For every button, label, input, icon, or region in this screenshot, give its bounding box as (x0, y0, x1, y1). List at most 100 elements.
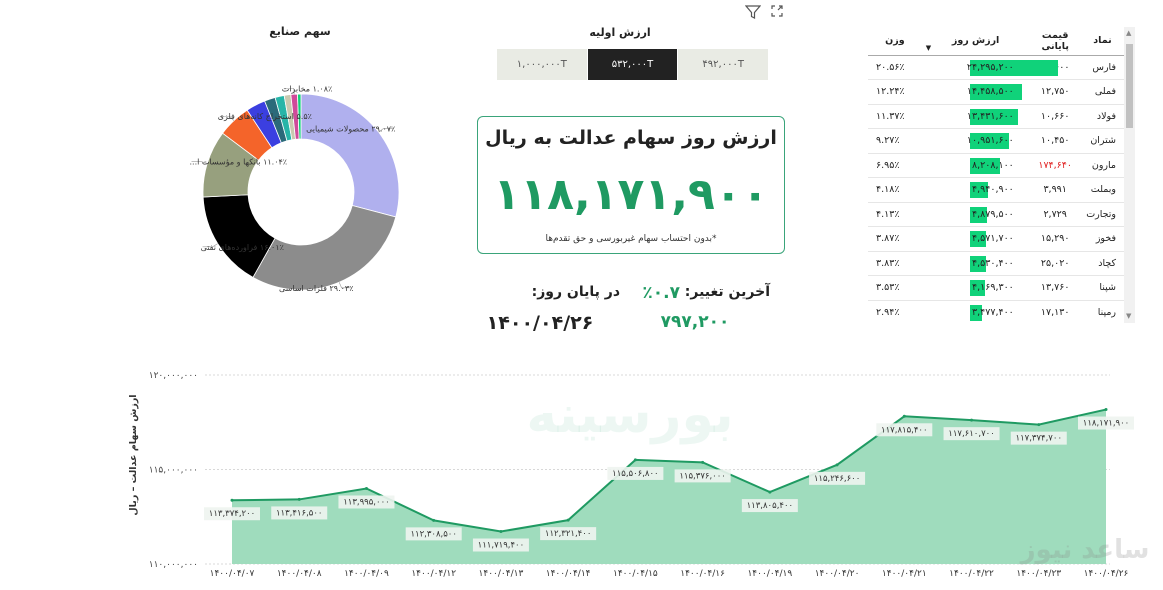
data-label-bg (674, 469, 731, 483)
col-symbol-header[interactable]: نماد (1080, 27, 1124, 56)
col-weight-header[interactable]: وزن (868, 27, 922, 56)
cell-price: ۱۰,۴۵۰ (1029, 128, 1081, 154)
data-point[interactable] (902, 414, 906, 418)
col-price-header[interactable]: قیمت پایانی (1029, 27, 1081, 56)
cell-value: ۴,۸۷۹,۵۰۰ (921, 202, 1030, 227)
table-row[interactable]: رمپنا ۱۷,۱۳۰ ۳,۴۷۷,۴۰۰ ۲.۹۴٪ (868, 300, 1124, 323)
cell-price: ۲۵,۰۲۰ (1029, 251, 1081, 276)
table-row[interactable]: فخوز ۱۵,۲۹۰ ۴,۵۷۱,۷۰۰ ۳.۸۷٪ (868, 226, 1124, 252)
cell-value-text: ۱۴,۴۵۸,۵۰۰ (966, 86, 1014, 98)
last-change-value: ٪۰.۷ (642, 283, 680, 303)
x-tick-label: ۱۴۰۰/۰۴/۲۱ (882, 569, 927, 579)
cell-price: ۱۲,۷۵۰ (1029, 79, 1081, 105)
data-label: ۱۱۳,۸۰۵,۴۰۰ (747, 501, 794, 511)
data-point[interactable] (364, 486, 368, 490)
data-label-bg (540, 527, 597, 541)
initial-value-option-1000000[interactable]: ۱,۰۰۰,۰۰۰T (497, 49, 588, 80)
x-tick-label: ۱۴۰۰/۰۴/۲۶ (1084, 569, 1129, 579)
cell-weight: ۱۲.۲۴٪ (868, 79, 922, 105)
x-tick-label: ۱۴۰۰/۰۴/۱۵ (613, 569, 658, 579)
cell-value-text: ۴,۱۶۹,۳۰۰ (972, 282, 1014, 294)
cell-value-text: ۳,۴۷۷,۴۰۰ (972, 306, 1014, 318)
x-tick-label: ۱۴۰۰/۰۴/۱۶ (680, 569, 725, 579)
data-point[interactable] (701, 460, 705, 464)
filter-icon[interactable] (745, 4, 761, 20)
cell-value: ۸,۲۰۸,۱۰۰ (921, 153, 1030, 178)
data-point[interactable] (230, 498, 234, 502)
initial-value-option-492000[interactable]: ۴۹۲,۰۰۰T (678, 49, 770, 80)
initial-value-title: ارزش اولیه (589, 26, 651, 39)
initial-value-option-532000[interactable]: ۵۳۲,۰۰۰T (587, 49, 679, 80)
data-point[interactable] (633, 458, 637, 462)
value-bar (969, 133, 1010, 149)
value-bar (969, 206, 988, 223)
date-value: ۱۴۰۰/۰۴/۲۶ (486, 312, 594, 334)
table-row[interactable]: فملی ۱۲,۷۵۰ ۱۴,۴۵۸,۵۰۰ ۱۲.۲۴٪ (868, 79, 1124, 105)
cell-symbol: وبملت (1080, 177, 1124, 203)
cell-symbol: مارون (1080, 153, 1124, 178)
table-row[interactable]: وتجارت ۲,۷۲۹ ۴,۸۷۹,۵۰۰ ۴.۱۳٪ (868, 202, 1124, 227)
industry-share-donut-chart: ۲۹.۰۷٪ محصولات شیمیایی ۲۹.۰۳٪ فلزات اساسی… (190, 84, 400, 293)
value-history-area-chart: بورسینه ۱۱۰,۰۰۰,۰۰۰ ۱۱۵,۰۰۰,۰۰۰ ۱۲۰,۰۰۰,۰۰… (128, 371, 1134, 579)
expand-icon[interactable] (770, 4, 784, 18)
scroll-down-icon[interactable]: ▼ (1126, 312, 1132, 320)
cell-value: ۴,۱۶۹,۳۰۰ (921, 275, 1030, 301)
data-label: ۱۱۵,۲۴۶,۶۰۰ (814, 474, 861, 484)
cell-weight: ۳.۵۳٪ (868, 275, 922, 301)
table-row[interactable]: مارون ۱۷۴,۶۴۰ ۸,۲۰۸,۱۰۰ ۶.۹۵٪ (868, 153, 1124, 178)
table-row[interactable]: کچاد ۲۵,۰۲۰ ۴,۵۳۰,۴۰۰ ۳.۸۳٪ (868, 251, 1124, 276)
cell-price: ۱۷۴,۶۴۰ (1029, 153, 1081, 178)
data-label: ۱۱۲,۳۲۱,۴۰۰ (545, 529, 592, 539)
data-label-bg (1010, 431, 1067, 445)
data-point[interactable] (970, 418, 974, 422)
data-point[interactable] (566, 518, 570, 522)
y-axis-label: ارزش سهام عدالت – ریال (128, 394, 139, 515)
table-row[interactable]: شتران ۱۰,۴۵۰ ۱۰,۹۵۱,۶۰۰ ۹.۲۷٪ (868, 128, 1124, 154)
table-row[interactable]: فولاد ۱۰,۶۶۰ ۱۳,۴۳۱,۶۰۰ ۱۱.۳۷٪ (868, 104, 1124, 129)
data-point[interactable] (499, 530, 503, 534)
table-row[interactable]: وبملت ۳,۹۹۱ ۴,۹۴۰,۹۰۰ ۴.۱۸٪ (868, 177, 1124, 203)
holdings-table: نماد قیمت پایانی ارزش روز▼ وزن فارس۱۰,۶۰… (868, 27, 1124, 323)
cell-weight: ۱۱.۳۷٪ (868, 104, 922, 129)
y-tick-label: ۱۲۰,۰۰۰,۰۰۰ (149, 371, 198, 381)
data-label-bg (472, 538, 529, 552)
cell-price: ۱۷,۱۳۰ (1029, 300, 1081, 323)
cell-weight: ۴.۱۸٪ (868, 177, 922, 203)
donut-slice[interactable] (252, 205, 397, 291)
data-label-bg (943, 427, 1000, 441)
table-row[interactable]: شپنا ۱۳,۷۶۰ ۴,۱۶۹,۳۰۰ ۳.۵۳٪ (868, 275, 1124, 301)
cell-value-text: ۴,۵۷۱,۷۰۰ (972, 233, 1014, 245)
cell-weight: ۶.۹۵٪ (868, 153, 922, 178)
cell-value-text: ۴,۹۴۰,۹۰۰ (972, 184, 1014, 196)
data-point[interactable] (835, 463, 839, 467)
table-scroll-thumb[interactable] (1126, 44, 1133, 128)
cell-value-text: ۱۳,۴۳۱,۶۰۰ (966, 110, 1014, 122)
scroll-up-icon[interactable]: ▲ (1126, 29, 1132, 37)
pie-title: سهم صنایع (269, 25, 331, 38)
x-tick-label: ۱۴۰۰/۰۴/۱۹ (747, 569, 792, 579)
donut-label: ۲۹.۰۳٪ فلزات اساسی (279, 284, 354, 293)
data-point[interactable] (1037, 423, 1041, 427)
donut-slice[interactable] (300, 93, 400, 218)
cell-symbol: وتجارت (1080, 202, 1124, 227)
data-label: ۱۱۸,۱۷۱,۹۰۰ (1083, 419, 1130, 429)
cell-value: ۴,۵۷۱,۷۰۰ (921, 226, 1030, 252)
cell-symbol: فخوز (1080, 226, 1124, 252)
donut-slice[interactable] (297, 93, 302, 140)
table-scrollbar[interactable] (1124, 27, 1135, 323)
donut-label: ۵.۵٪ استخراج کانه‌های فلزی (218, 112, 312, 121)
corner-watermark-text: ساعد نیوز (1019, 535, 1150, 565)
value-bar (969, 84, 1023, 100)
col-value-header[interactable]: ارزش روز ▼ (921, 27, 1030, 56)
cell-value: ۱۰,۹۵۱,۶۰۰ (921, 128, 1030, 154)
cell-weight: ۲۰.۵۶٪ (868, 55, 922, 80)
initial-value-selector[interactable]: ۱,۰۰۰,۰۰۰T ۵۳۲,۰۰۰T ۴۹۲,۰۰۰T (497, 49, 770, 80)
cell-value-text: ۸,۲۰۸,۱۰۰ (972, 159, 1014, 171)
end-of-day-value: ۷۹۷,۲۰۰ (660, 312, 730, 332)
value-bar (969, 255, 987, 272)
data-point[interactable] (768, 490, 772, 494)
data-point[interactable] (432, 518, 436, 522)
data-point[interactable] (1104, 408, 1108, 412)
data-point[interactable] (297, 497, 301, 501)
